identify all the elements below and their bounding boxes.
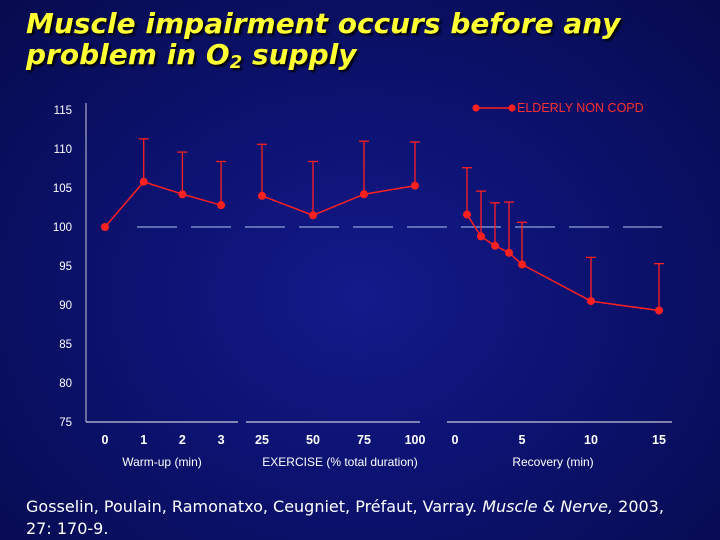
y-tick-label: 75 — [59, 417, 72, 429]
x-axis-segment-label: Recovery (min) — [512, 455, 593, 469]
data-point — [411, 181, 419, 190]
citation-authors: Gosselin, Poulain, Ramonatxo, Ceugniet, … — [26, 497, 478, 516]
data-point — [587, 297, 595, 306]
x-tick-label: 75 — [357, 433, 371, 447]
citation: Gosselin, Poulain, Ramonatxo, Ceugniet, … — [26, 496, 716, 540]
x-tick-label: 0 — [102, 433, 109, 447]
y-tick-label: 95 — [59, 261, 72, 273]
data-point — [491, 241, 499, 250]
data-point — [518, 260, 526, 269]
series-line — [261, 184, 416, 217]
y-tick-label: 80 — [59, 378, 72, 390]
slide-title: Muscle impairment occurs before any prob… — [26, 8, 666, 78]
data-point — [139, 177, 148, 186]
series-lines — [104, 180, 660, 312]
series-points — [101, 177, 663, 315]
x-tick-label: 2 — [179, 433, 186, 447]
x-tick-label: 3 — [218, 433, 225, 447]
error-bars — [138, 138, 664, 311]
data-point — [655, 306, 663, 315]
title-line-1: Muscle impairment occurs before any — [26, 7, 621, 40]
y-tick-label: 115 — [54, 105, 72, 117]
title-line-2-post: supply — [242, 38, 357, 71]
legend-swatch-end-marker — [508, 104, 516, 112]
y-tick-label: 105 — [53, 183, 72, 195]
y-tick-label: 110 — [54, 144, 72, 156]
chart-axes — [85, 103, 672, 423]
x-tick-label: 100 — [405, 433, 426, 447]
data-point — [258, 191, 266, 200]
y-tick-label: 85 — [59, 339, 72, 351]
x-tick-label: 15 — [652, 433, 666, 447]
x-tick-label: 5 — [519, 433, 526, 447]
y-tick-label: 100 — [53, 222, 72, 234]
x-axis-segment-label: Warm-up (min) — [122, 455, 202, 469]
series-line — [466, 214, 660, 312]
data-point — [309, 211, 317, 220]
x-tick-label: 10 — [584, 433, 598, 447]
x-axis-segment-label: EXERCISE (% total duration) — [262, 455, 417, 469]
citation-year: 2003, — [613, 497, 664, 516]
title-subscript: 2 — [229, 52, 243, 73]
legend: ELDERLY NON COPD — [472, 101, 644, 115]
legend-label: ELDERLY NON COPD — [517, 101, 644, 115]
data-point — [178, 190, 187, 199]
data-point — [463, 210, 471, 219]
title-line-2-pre: problem in O — [26, 38, 230, 71]
y-tick-label: 90 — [59, 300, 72, 312]
data-point — [505, 248, 513, 257]
data-point — [217, 201, 226, 210]
x-tick-label: 0 — [452, 433, 459, 447]
data-point — [101, 223, 109, 231]
data-point — [477, 232, 485, 241]
citation-volume-pages: 27: 170-9. — [26, 519, 109, 538]
x-tick-label: 1 — [140, 433, 147, 447]
x-tick-label: 50 — [306, 433, 320, 447]
citation-journal: Muscle & Nerve, — [482, 497, 614, 516]
x-tick-label: 25 — [255, 433, 269, 447]
series-line — [104, 180, 222, 228]
data-point — [360, 190, 368, 199]
legend-swatch-start-marker — [472, 104, 480, 112]
